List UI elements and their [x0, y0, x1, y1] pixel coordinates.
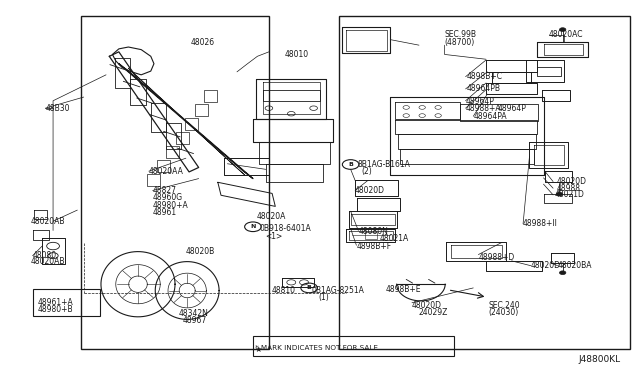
Text: ★: ★ — [254, 344, 262, 353]
Text: 4898B+C: 4898B+C — [467, 72, 503, 81]
Text: 4898B+F: 4898B+F — [356, 241, 392, 250]
Text: 48020D: 48020D — [531, 261, 561, 270]
Text: 48020BA: 48020BA — [557, 261, 592, 270]
Text: 48021A: 48021A — [380, 234, 409, 243]
Text: * MARK INDICATES NOT FOR SALE.: * MARK INDICATES NOT FOR SALE. — [255, 344, 380, 350]
Text: 48988+D: 48988+D — [478, 253, 515, 262]
Bar — [166, 146, 179, 158]
Text: 48020D: 48020D — [355, 186, 385, 195]
Text: 48960G: 48960G — [153, 193, 183, 202]
Text: 48020AA: 48020AA — [149, 167, 184, 176]
Text: <1>: <1> — [266, 231, 283, 241]
Text: 24029Z: 24029Z — [419, 308, 449, 317]
Bar — [176, 132, 189, 144]
Text: J48800KL: J48800KL — [579, 355, 621, 364]
Text: 48980+B: 48980+B — [38, 305, 74, 314]
Text: 8B1AG-B161A: 8B1AG-B161A — [357, 160, 410, 169]
Bar — [157, 160, 170, 172]
Text: 48080N: 48080N — [358, 227, 388, 236]
Text: 48964P: 48964P — [497, 104, 527, 113]
Bar — [147, 174, 160, 186]
Text: B: B — [348, 162, 353, 167]
Bar — [339, 16, 630, 349]
Bar — [186, 118, 198, 130]
Text: N: N — [250, 224, 255, 229]
Bar — [204, 90, 217, 102]
Text: (24030): (24030) — [488, 308, 519, 317]
Text: 48020AB: 48020AB — [31, 257, 65, 266]
Text: (48700): (48700) — [445, 38, 475, 47]
Text: (1): (1) — [319, 294, 330, 302]
Text: 48020D: 48020D — [412, 301, 442, 310]
Text: 48961: 48961 — [153, 208, 177, 217]
Text: 48021D: 48021D — [555, 190, 585, 199]
Text: 48026: 48026 — [191, 38, 215, 47]
Bar — [33, 289, 100, 316]
Text: 4898B+E: 4898B+E — [385, 285, 420, 294]
Text: SEC.99B: SEC.99B — [445, 30, 477, 39]
Text: 48988: 48988 — [556, 184, 580, 193]
Text: 48964P: 48964P — [466, 97, 495, 106]
Text: 48980+A: 48980+A — [153, 201, 188, 210]
Text: 48967: 48967 — [182, 316, 207, 325]
Circle shape — [559, 28, 566, 32]
Text: 48810: 48810 — [271, 286, 296, 295]
Text: B: B — [307, 285, 312, 291]
Bar — [253, 336, 454, 356]
Text: 48827: 48827 — [153, 186, 177, 195]
Circle shape — [556, 192, 563, 196]
Text: 48988+A: 48988+A — [466, 104, 501, 113]
Text: 48020AC: 48020AC — [548, 30, 583, 39]
Bar — [81, 16, 269, 349]
Text: 48020B: 48020B — [186, 247, 215, 256]
Text: 48342N: 48342N — [178, 310, 208, 318]
Text: 48988+II: 48988+II — [523, 219, 558, 228]
Circle shape — [559, 271, 566, 275]
Text: 48020D: 48020D — [556, 177, 586, 186]
Text: 0B918-6401A: 0B918-6401A — [260, 224, 312, 233]
Text: (2): (2) — [362, 167, 372, 176]
Text: 48964PA: 48964PA — [473, 112, 507, 121]
Text: 48964PB: 48964PB — [467, 84, 501, 93]
Text: SEC.240: SEC.240 — [488, 301, 520, 310]
Text: 48020A: 48020A — [256, 212, 285, 221]
Text: 48020AB: 48020AB — [31, 217, 65, 226]
Text: 48010: 48010 — [285, 50, 309, 59]
Bar — [195, 104, 207, 116]
Text: 0B1AG-8251A: 0B1AG-8251A — [312, 286, 365, 295]
Text: 48961+A: 48961+A — [38, 298, 74, 307]
Text: 48080: 48080 — [33, 251, 57, 260]
Text: 48B30: 48B30 — [45, 104, 70, 113]
